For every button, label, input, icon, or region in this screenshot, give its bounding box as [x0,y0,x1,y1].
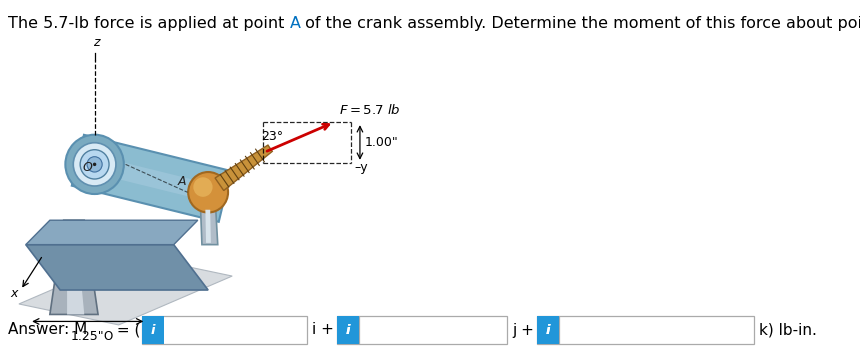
Text: 1.25": 1.25" [71,330,105,343]
Circle shape [87,157,102,172]
Text: of the crank assembly. Determine the moment of this force about point: of the crank assembly. Determine the mom… [300,16,860,31]
Text: The 5.7-lb force is applied at point: The 5.7-lb force is applied at point [8,16,290,31]
Text: $F = 5.7$ lb: $F = 5.7$ lb [340,103,401,117]
Bar [359,316,507,344]
Bar [337,316,359,344]
Bar [537,316,559,344]
Circle shape [65,135,124,194]
Text: j +: j + [512,323,534,337]
Text: k) lb-in.: k) lb-in. [759,323,817,337]
Text: –y: –y [355,161,368,174]
Polygon shape [83,154,220,203]
Bar [337,316,359,344]
Text: i: i [546,323,550,336]
Circle shape [93,163,96,166]
Bar [337,316,359,344]
Text: z: z [93,36,100,49]
Text: A: A [178,175,187,188]
Circle shape [188,172,228,213]
Circle shape [73,143,116,186]
Polygon shape [71,135,231,222]
Bar [537,316,559,344]
Bar [537,316,559,344]
Polygon shape [206,210,211,243]
Polygon shape [26,245,208,290]
Polygon shape [50,220,98,315]
Polygon shape [67,224,84,315]
Polygon shape [200,208,218,245]
Text: i: i [346,323,350,336]
Text: O: O [103,329,113,342]
Text: Answer: M: Answer: M [8,323,87,337]
Text: i: i [150,323,156,336]
Text: = (: = ( [112,323,140,337]
Bar [142,316,307,344]
Text: x: x [10,287,17,300]
Circle shape [80,150,109,179]
Text: 1.00": 1.00" [366,136,399,149]
Circle shape [194,177,212,197]
Text: i +: i + [312,323,334,337]
Polygon shape [26,220,198,245]
Text: O: O [82,161,92,174]
Text: i: i [346,323,350,336]
Text: A: A [290,16,300,31]
Bar [559,316,754,344]
Polygon shape [215,145,273,191]
Text: i: i [546,323,550,336]
Polygon shape [19,255,232,325]
Text: 23°: 23° [261,130,283,143]
Bar [142,316,164,344]
